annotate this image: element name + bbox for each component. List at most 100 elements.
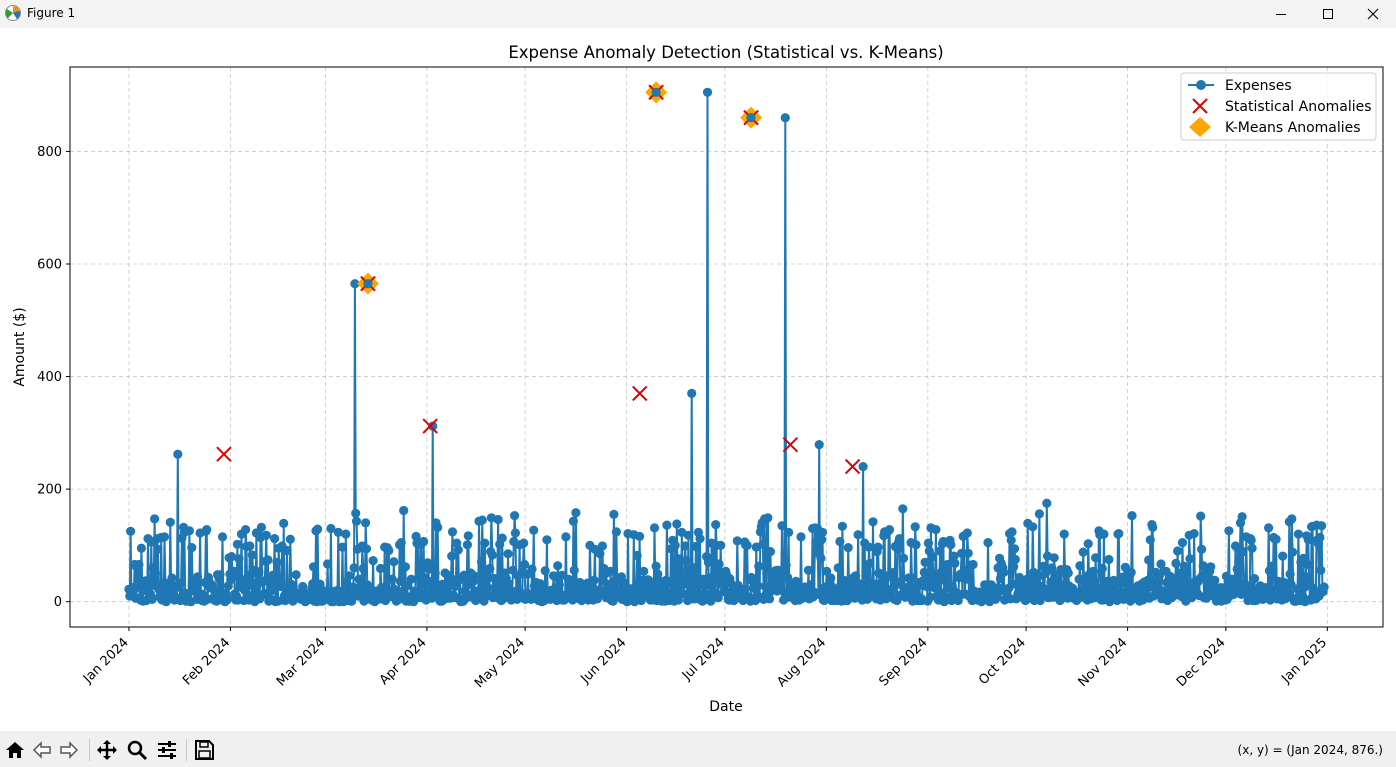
x-tick-label: Feb 2024 [180,635,233,688]
expense-point [133,570,143,580]
expense-point [835,536,845,547]
expense-point [241,525,251,535]
save-button[interactable] [191,737,217,763]
expense-point [1197,544,1207,554]
expense-point [662,520,672,530]
expense-point [234,554,244,564]
title-bar: Figure 1 [0,0,1396,28]
forward-button[interactable] [56,737,82,763]
expense-point [817,535,827,545]
expense-point [911,540,921,550]
expense-point [406,574,416,584]
x-tick-label: Oct 2024 [976,635,1029,688]
expense-point [877,584,887,594]
expense-point [542,535,552,545]
expense-point [1267,561,1277,571]
zoom-button[interactable] [124,737,150,763]
expense-point [126,526,136,536]
expense-point [941,567,951,578]
expense-point [1088,566,1098,576]
expense-point [1114,529,1124,539]
expense-point [487,550,497,560]
expense-point [898,504,908,514]
expense-point [1144,555,1154,565]
expense-point [780,113,790,123]
series-kmeans-anomalies [356,81,763,295]
expense-point [609,509,619,519]
expense-point [1278,551,1288,561]
expense-point [1059,529,1069,539]
y-tick-label: 600 [37,257,62,272]
expense-point [308,579,318,589]
legend-box [1180,72,1377,141]
expense-point [482,571,492,581]
x-stroke [782,436,799,453]
expense-point [153,544,163,554]
back-button[interactable] [29,737,55,763]
expense-point [504,579,514,589]
expense-point [285,534,295,544]
expense-point [351,516,362,526]
expense-point [227,552,237,562]
x-stroke [216,446,232,462]
expense-point [928,552,938,562]
expense-point [326,523,336,534]
expense-point [686,579,696,589]
expense-point [949,551,959,561]
statistical-anomaly-marker [632,385,648,402]
expense-point [688,563,699,573]
x-stroke [422,418,438,434]
expense-point [176,578,186,588]
expense-point [777,521,787,531]
chart: Expense Anomaly Detection (Statistical v… [12,43,1384,715]
expense-point [1189,529,1199,539]
expense-point [569,565,579,575]
expense-point [423,564,434,574]
expense-point [754,561,764,571]
configure-subplots-button[interactable] [154,737,180,763]
expense-point [1315,532,1325,543]
x-tick-label: Dec 2024 [1174,635,1229,690]
expense-point [865,558,875,569]
expense-point [430,568,440,578]
expense-point [476,557,487,567]
maximize-button[interactable] [1305,0,1351,28]
expense-point [1007,527,1017,537]
expense-point [428,421,438,431]
back-arrow-icon [32,741,51,759]
expense-point [184,526,194,536]
expense-point [419,536,429,547]
expense-point [589,575,599,585]
expense-point [1047,563,1057,573]
expense-point [351,508,361,518]
close-button[interactable] [1350,0,1396,28]
toolbar-separator [186,739,187,761]
expense-point [753,581,763,591]
expense-point [858,462,868,472]
home-button[interactable] [2,737,28,763]
expense-point [509,511,520,521]
expense-point [1154,571,1164,581]
expense-point [1174,583,1184,593]
expense-point [1091,553,1101,563]
statistical-anomaly-marker [216,446,232,462]
expense-point [774,575,784,585]
minimize-button[interactable] [1258,0,1304,28]
expense-point [595,549,605,559]
expense-point [387,574,397,584]
expense-point [493,514,503,525]
expense-point [703,557,713,567]
figure-canvas[interactable]: Expense Anomaly Detection (Statistical v… [0,28,1396,731]
expense-point [1182,565,1192,575]
expense-point [400,562,410,572]
y-tick-label: 800 [37,145,62,160]
pan-button[interactable] [94,737,120,763]
expense-point [639,566,649,576]
expense-point [946,540,956,550]
expense-point [497,533,507,543]
expense-point [1104,554,1114,565]
expense-point [159,532,170,542]
expense-point [635,531,645,541]
x-tick-label: Jul 2024 [679,635,728,684]
expense-point [1238,547,1248,557]
